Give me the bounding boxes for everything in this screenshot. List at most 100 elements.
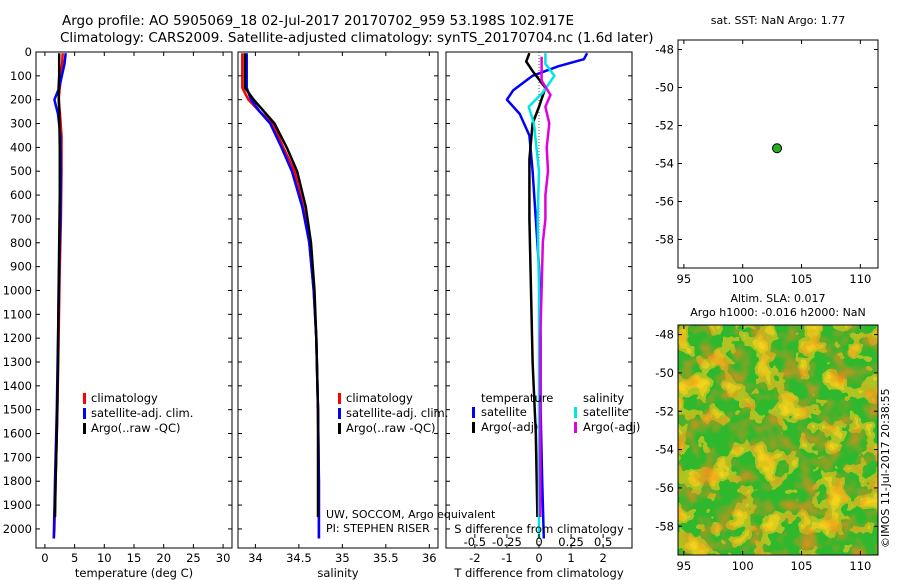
salinity-legend-swatch [338,408,341,419]
temperature-ytick-label: 700 [10,212,32,226]
sla_map-ytick-label: -50 [655,366,674,380]
differences-top-xtick-label: -0.25 [492,535,522,549]
figure-title-line2: Climatology: CARS2009. Satellite-adjuste… [60,30,654,46]
sla-map-title-line2: Argo h1000: -0.016 h2000: NaN [690,306,866,319]
sst_map-ytick-label: -52 [655,119,674,133]
salinity-series-2 [243,53,320,517]
sst_map-xtick-label: 100 [732,272,754,286]
sla_map-ytick-label: -52 [655,404,674,418]
salinity-legend-label: Argo(..raw -QC) [346,421,436,435]
temperature-frame [35,51,233,549]
temperature-ytick-label: 1300 [3,355,32,369]
temperature-ytick-label: 400 [10,140,32,154]
figure-title-line1: Argo profile: AO 5905069_18 02-Jul-2017 … [62,13,574,29]
sla-map-title-line1: Altim. SLA: 0.017 [730,292,825,305]
sst_map-ytick-label: -56 [655,195,674,209]
differences-series-0 [505,52,589,539]
differences-legend-s-label: satellite [583,405,629,419]
differences-legend-title-salinity: salinity [583,391,624,405]
salinity-legend-label: satellite-adj. clim. [346,406,448,420]
differences-top-xtick-label: 0 [535,535,542,549]
salinity-annotation-1: PI: STEPHEN RISER [326,522,430,535]
sla_map-ytick-label: -56 [655,481,674,495]
temperature-ytick-label: 1800 [3,474,32,488]
salinity-xtick-label: 36 [422,551,437,565]
sla_map-xtick-label: 100 [732,559,754,573]
differences-top-xtick-label: 0.5 [594,535,612,549]
temperature-ytick-label: 1700 [3,450,32,464]
sla_map-ytick-label: -58 [655,519,674,533]
temperature-ytick-label: 0 [25,45,32,59]
temperature-ytick-label: 1900 [3,498,32,512]
sst_map-ytick-label: -50 [655,81,674,95]
salinity-frame [237,51,439,549]
sla_map-xtick-label: 110 [849,559,871,573]
differences-legend-title-temperature: temperature [481,391,553,405]
temperature-legend-swatch [83,393,86,404]
temperature-xtick-label: 25 [186,551,201,565]
differences-xtick-label: -2 [469,551,480,565]
differences-legend-swatch-t [472,422,475,433]
differences-legend-swatch-t [472,407,475,418]
sst_map-xtick-label: 110 [849,272,871,286]
differences-xtick-label: 1 [567,551,574,565]
temperature-legend-swatch [83,423,86,434]
sla_map-ytick-label: -54 [655,443,674,457]
salinity-legend-swatch [338,393,341,404]
temperature-ytick-label: 2000 [3,522,32,536]
temperature-legend-label: satellite-adj. clim. [91,406,193,420]
temperature-ytick-label: 200 [10,93,32,107]
temperature-ytick-label: 800 [10,236,32,250]
differences-series-3 [539,56,552,517]
temperature-xtick-label: 20 [156,551,171,565]
differences-series-2 [527,53,556,539]
differences-series-1 [524,52,547,518]
sst_map-xtick-label: 105 [791,272,813,286]
salinity-xtick-label: 35.5 [373,551,399,565]
differences-top-xtick-label: 0.25 [558,535,584,549]
temperature-legend-swatch [83,408,86,419]
differences-xtick-label: 2 [599,551,606,565]
sla_map-ytick-label: -48 [655,328,674,342]
sst_map-ytick-label: -48 [655,43,674,57]
temperature-xtick-label: 15 [127,551,142,565]
differences-top-xtick-label: -0.5 [464,535,486,549]
sla_map-xtick-label: 95 [677,559,692,573]
sst_map-ytick-label: -58 [655,233,674,247]
salinity-legend-label: climatology [346,391,413,405]
temperature-ytick-label: 500 [10,164,32,178]
differences-legend-swatch-s [574,422,577,433]
sst-map-argo-point [772,143,783,154]
differences-top-xlabel: S difference from climatology [454,522,624,536]
imos-timestamp: ©IMOS 11-Jul-2017 20:38:55 [879,388,892,548]
differences-legend-t-label: satellite [481,405,527,419]
salinity-xtick-label: 35 [335,551,350,565]
differences-legend-s-label: Argo(-adj) [583,420,640,434]
salinity-xlabel: salinity [317,566,358,580]
sla_map-xtick-label: 105 [791,559,813,573]
temperature-xtick-label: 5 [71,551,78,565]
sst_map-xtick-label: 95 [677,272,692,286]
temperature-ytick-label: 300 [10,117,32,131]
temperature-xtick-label: 10 [97,551,112,565]
salinity-annotation-0: UW, SOCCOM, Argo equivalent [326,508,496,521]
temperature-ytick-label: 1000 [3,283,32,297]
temperature-legend-label: climatology [91,391,158,405]
temperature-xlabel: temperature (deg C) [75,566,193,580]
temperature-ytick-label: 600 [10,188,32,202]
salinity-legend-swatch [338,423,341,434]
differences-xlabel: T difference from climatology [453,566,624,580]
differences-xtick-label: -1 [501,551,512,565]
temperature-series-2 [53,53,62,518]
temperature-ytick-label: 1400 [3,379,32,393]
sla_map-frame [677,324,879,556]
salinity-xtick-label: 34.5 [286,551,312,565]
temperature-ytick-label: 1200 [3,331,32,345]
salinity-series-1 [245,53,321,539]
differences-legend-t-label: Argo(-adj) [481,420,538,434]
salinity-xtick-label: 34 [248,551,263,565]
sst_map-frame [677,39,879,269]
temperature-ytick-label: 1500 [3,403,32,417]
sla-map-field-highs [678,325,878,555]
